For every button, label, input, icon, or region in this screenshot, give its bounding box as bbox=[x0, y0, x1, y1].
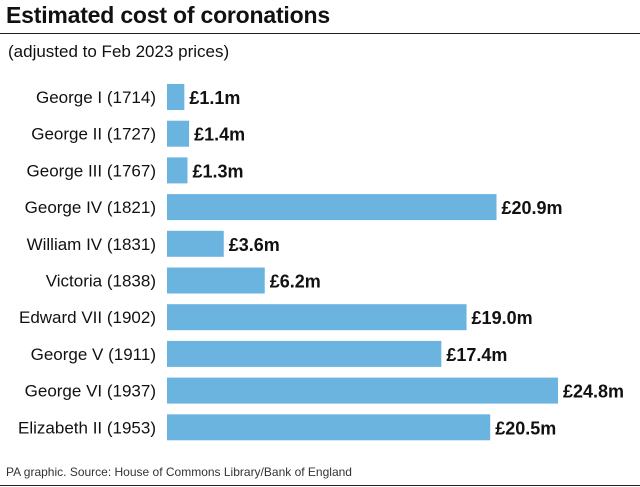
value-label: £19.0m bbox=[472, 308, 533, 328]
bar bbox=[167, 340, 442, 367]
bar bbox=[167, 304, 467, 331]
bar bbox=[167, 84, 185, 110]
bar bbox=[167, 230, 224, 257]
bar bbox=[167, 414, 491, 441]
value-label: £17.4m bbox=[446, 345, 507, 365]
value-label: £1.1m bbox=[189, 88, 240, 108]
bar bbox=[167, 377, 558, 404]
bar bbox=[167, 267, 265, 294]
value-label: £20.9m bbox=[502, 198, 563, 218]
bar bbox=[167, 120, 190, 147]
category-label: George III (1767) bbox=[27, 161, 156, 180]
bar bbox=[167, 194, 497, 221]
value-label: £1.4m bbox=[194, 125, 245, 145]
category-label: George VI (1937) bbox=[25, 382, 156, 401]
value-label: £6.2m bbox=[270, 272, 321, 292]
category-label: Elizabeth II (1953) bbox=[18, 418, 156, 437]
value-label: £20.5m bbox=[495, 418, 556, 438]
chart-title: Estimated cost of coronations bbox=[6, 2, 330, 28]
category-label: George IV (1821) bbox=[25, 198, 156, 217]
bottom-divider bbox=[0, 485, 640, 486]
category-label: George II (1727) bbox=[31, 125, 156, 144]
category-label: William IV (1831) bbox=[27, 235, 156, 254]
bar bbox=[167, 157, 188, 184]
bar-chart: George I (1714) £1.1m George II (1727) £1.4… bbox=[18, 84, 624, 441]
category-label: Victoria (1838) bbox=[46, 272, 156, 291]
category-label: Edward VII (1902) bbox=[19, 308, 156, 327]
value-label: £24.8m bbox=[563, 382, 624, 402]
title-divider bbox=[0, 33, 640, 34]
value-label: £3.6m bbox=[229, 235, 280, 255]
chart-subtitle: (adjusted to Feb 2023 prices) bbox=[8, 42, 230, 61]
category-label: George I (1714) bbox=[36, 88, 156, 107]
category-label: George V (1911) bbox=[31, 345, 156, 364]
value-label: £1.3m bbox=[192, 161, 243, 181]
source-note: PA graphic. Source: House of Commons Lib… bbox=[6, 465, 352, 479]
